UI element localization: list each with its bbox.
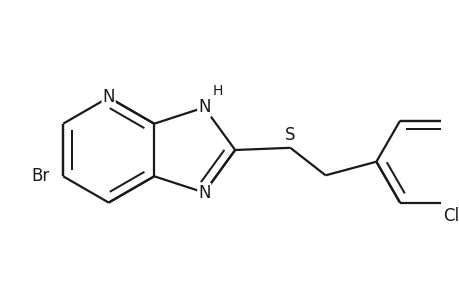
- Text: S: S: [285, 126, 295, 144]
- Text: Cl: Cl: [442, 207, 458, 225]
- Text: N: N: [102, 88, 115, 106]
- Text: Br: Br: [32, 167, 50, 185]
- Text: N: N: [197, 184, 210, 202]
- Text: H: H: [212, 84, 222, 98]
- Text: N: N: [197, 98, 210, 116]
